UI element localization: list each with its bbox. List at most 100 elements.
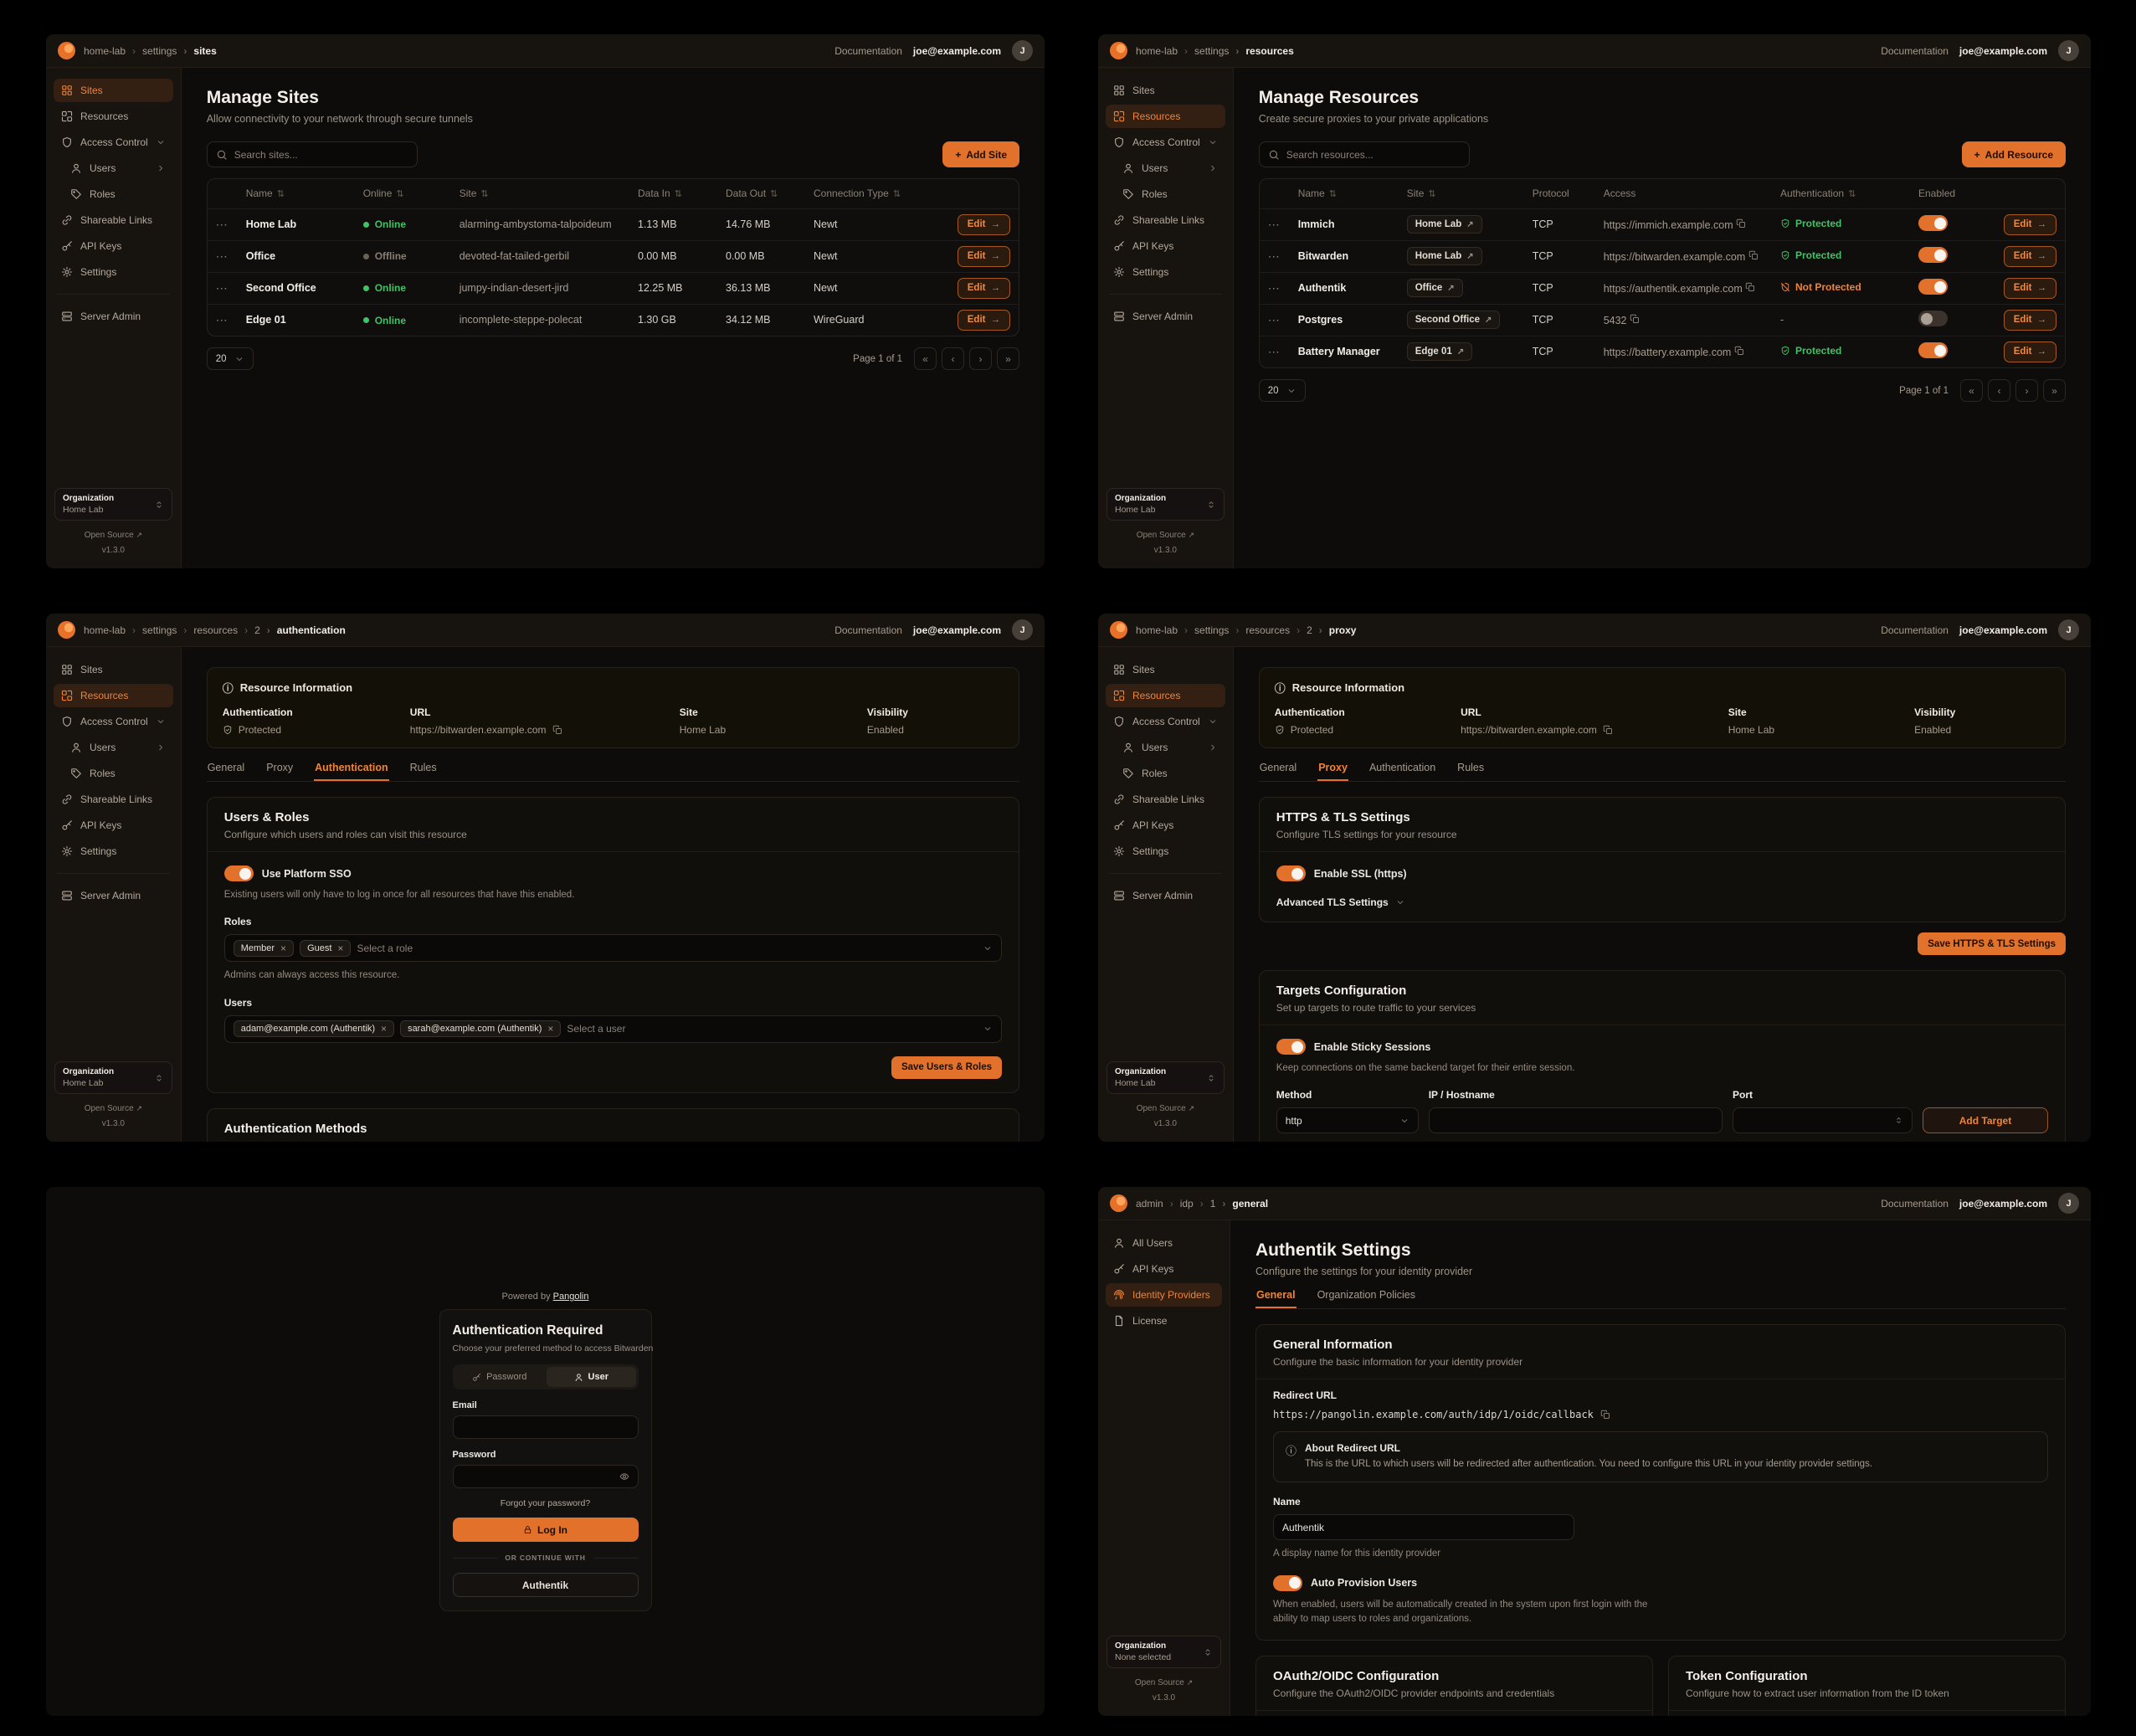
sidebar-item-settings[interactable]: Settings xyxy=(54,840,173,863)
edit-button[interactable]: Edit → xyxy=(957,245,1010,267)
site-chip[interactable]: Office ↗ xyxy=(1406,279,1463,297)
avatar[interactable]: J xyxy=(1012,40,1033,61)
sidebar-item-roles[interactable]: Roles xyxy=(1115,182,1225,206)
sidebar-item-resources[interactable]: Resources xyxy=(54,684,173,707)
sidebar-item-users[interactable]: Users xyxy=(1115,736,1225,759)
column-site[interactable]: Site ⇅ xyxy=(459,187,489,200)
first-page-button[interactable]: « xyxy=(1960,379,1983,402)
save-users-roles-button[interactable]: Save Users & Roles xyxy=(891,1055,1002,1079)
port-field[interactable] xyxy=(1742,1114,1887,1127)
sidebar-item-api-keys[interactable]: API Keys xyxy=(54,234,173,258)
open-source-link[interactable]: Open Source ↗ xyxy=(84,1104,142,1113)
avatar[interactable]: J xyxy=(2058,619,2079,640)
copy-icon[interactable] xyxy=(1745,282,1755,292)
remove-chip-icon[interactable]: × xyxy=(381,1023,388,1035)
sidebar-item-roles[interactable]: Roles xyxy=(1115,762,1225,785)
number-stepper-icon[interactable] xyxy=(1894,1116,1903,1125)
email-field[interactable] xyxy=(461,1421,629,1433)
sidebar-item-shareable-links[interactable]: Shareable Links xyxy=(1106,208,1225,232)
enabled-toggle[interactable] xyxy=(1918,342,1948,359)
sidebar-item-server-admin[interactable]: Server Admin xyxy=(1106,305,1225,328)
sidebar-item-all-users[interactable]: All Users xyxy=(1106,1231,1222,1255)
remove-chip-icon[interactable]: × xyxy=(337,942,344,954)
column-name[interactable]: Name ⇅ xyxy=(245,187,285,200)
column-online[interactable]: Online ⇅ xyxy=(362,187,404,200)
sidebar-item-sites[interactable]: Sites xyxy=(1106,79,1225,102)
breadcrumb-item[interactable]: home-lab xyxy=(84,44,126,57)
prev-page-button[interactable]: ‹ xyxy=(942,347,964,370)
sidebar-item-identity-providers[interactable]: Identity Providers xyxy=(1106,1283,1222,1307)
sidebar-item-settings[interactable]: Settings xyxy=(54,260,173,284)
sticky-sessions-toggle[interactable] xyxy=(1276,1039,1306,1055)
port-input[interactable] xyxy=(1733,1107,1913,1134)
tab-general[interactable]: General xyxy=(207,762,245,773)
avatar[interactable]: J xyxy=(1012,619,1033,640)
page-size-select[interactable]: 20 xyxy=(206,347,254,370)
user-email[interactable]: joe@example.com xyxy=(912,44,1001,57)
tab-rules[interactable]: Rules xyxy=(409,762,437,773)
copy-icon[interactable] xyxy=(1736,218,1746,229)
row-menu-icon[interactable]: ⋯ xyxy=(215,217,228,231)
breadcrumb-item[interactable]: settings xyxy=(126,45,177,57)
breadcrumb-item[interactable]: admin xyxy=(1136,1197,1163,1210)
copy-icon[interactable] xyxy=(1748,250,1759,260)
breadcrumb-item[interactable]: home-lab xyxy=(1136,44,1178,57)
avatar[interactable]: J xyxy=(2058,1193,2079,1214)
save-https-tls-button[interactable]: Save HTTPS & TLS Settings xyxy=(1918,932,2066,955)
forgot-password-link[interactable]: Forgot your password? xyxy=(500,1498,591,1508)
row-menu-icon[interactable]: ⋯ xyxy=(215,312,228,326)
sidebar-item-settings[interactable]: Settings xyxy=(1106,840,1225,863)
sidebar-item-sites[interactable]: Sites xyxy=(54,658,173,681)
avatar[interactable]: J xyxy=(2058,40,2079,61)
column-authentication[interactable]: Authentication ⇅ xyxy=(1780,187,1856,200)
breadcrumb-item[interactable]: home-lab xyxy=(84,624,126,636)
edit-button[interactable]: Edit → xyxy=(957,309,1010,331)
edit-button[interactable]: Edit → xyxy=(957,213,1010,235)
tab-proxy[interactable]: Proxy xyxy=(1317,762,1348,781)
column-name[interactable]: Name ⇅ xyxy=(1297,187,1337,200)
breadcrumb-item[interactable]: resources xyxy=(177,624,238,636)
open-source-link[interactable]: Open Source ↗ xyxy=(84,531,142,540)
organization-selector[interactable]: Organization None selected xyxy=(1107,1636,1221,1668)
sidebar-item-server-admin[interactable]: Server Admin xyxy=(1106,884,1225,907)
edit-button[interactable]: Edit → xyxy=(2003,341,2056,362)
sidebar-item-resources[interactable]: Resources xyxy=(1106,684,1225,707)
sidebar-item-access-control[interactable]: Access Control xyxy=(1106,710,1225,733)
open-source-link[interactable]: Open Source ↗ xyxy=(1134,1678,1194,1687)
add-resource-button[interactable]: + Add Resource xyxy=(1961,141,2066,167)
sidebar-item-shareable-links[interactable]: Shareable Links xyxy=(54,208,173,232)
user-email[interactable]: joe@example.com xyxy=(1959,44,2047,57)
site-chip[interactable]: Home Lab ↗ xyxy=(1406,247,1482,265)
user-email[interactable]: joe@example.com xyxy=(1959,624,2047,636)
sidebar-item-sites[interactable]: Sites xyxy=(54,79,173,102)
organization-selector[interactable]: Organization Home Lab xyxy=(54,1061,172,1094)
enable-ssl-toggle[interactable] xyxy=(1276,865,1306,881)
breadcrumb-item[interactable]: settings xyxy=(126,624,177,636)
organization-selector[interactable]: Organization Home Lab xyxy=(1107,488,1225,521)
site-chip[interactable]: Second Office ↗ xyxy=(1406,311,1501,329)
sidebar-item-license[interactable]: License xyxy=(1106,1309,1222,1333)
row-menu-icon[interactable]: ⋯ xyxy=(215,280,228,295)
enabled-toggle[interactable] xyxy=(1918,279,1948,295)
column-connection-type[interactable]: Connection Type ⇅ xyxy=(814,187,901,200)
breadcrumb-item[interactable]: settings xyxy=(1178,624,1229,636)
tab-user[interactable]: User xyxy=(547,1367,636,1387)
column-data-out[interactable]: Data Out ⇅ xyxy=(726,187,778,200)
user-email[interactable]: joe@example.com xyxy=(1959,1197,2047,1210)
documentation-link[interactable]: Documentation xyxy=(1881,624,1949,636)
page-size-select[interactable]: 20 xyxy=(1258,379,1306,402)
breadcrumb-item[interactable]: resources xyxy=(1229,624,1290,636)
users-multiselect[interactable]: adam@example.com (Authentik) × sarah@exam… xyxy=(223,1014,1002,1043)
sidebar-item-api-keys[interactable]: API Keys xyxy=(1106,1257,1222,1281)
platform-sso-toggle[interactable] xyxy=(223,865,254,881)
copy-icon[interactable] xyxy=(1600,1410,1610,1420)
search-input[interactable] xyxy=(234,148,408,161)
prev-page-button[interactable]: ‹ xyxy=(1988,379,2010,402)
row-menu-icon[interactable]: ⋯ xyxy=(1267,217,1281,231)
search-input[interactable] xyxy=(1286,148,1461,161)
breadcrumb-item[interactable]: 1 xyxy=(1194,1198,1216,1210)
sidebar-item-access-control[interactable]: Access Control xyxy=(54,131,173,154)
search-box[interactable] xyxy=(206,141,418,167)
row-menu-icon[interactable]: ⋯ xyxy=(1267,249,1281,263)
last-page-button[interactable]: » xyxy=(997,347,1019,370)
